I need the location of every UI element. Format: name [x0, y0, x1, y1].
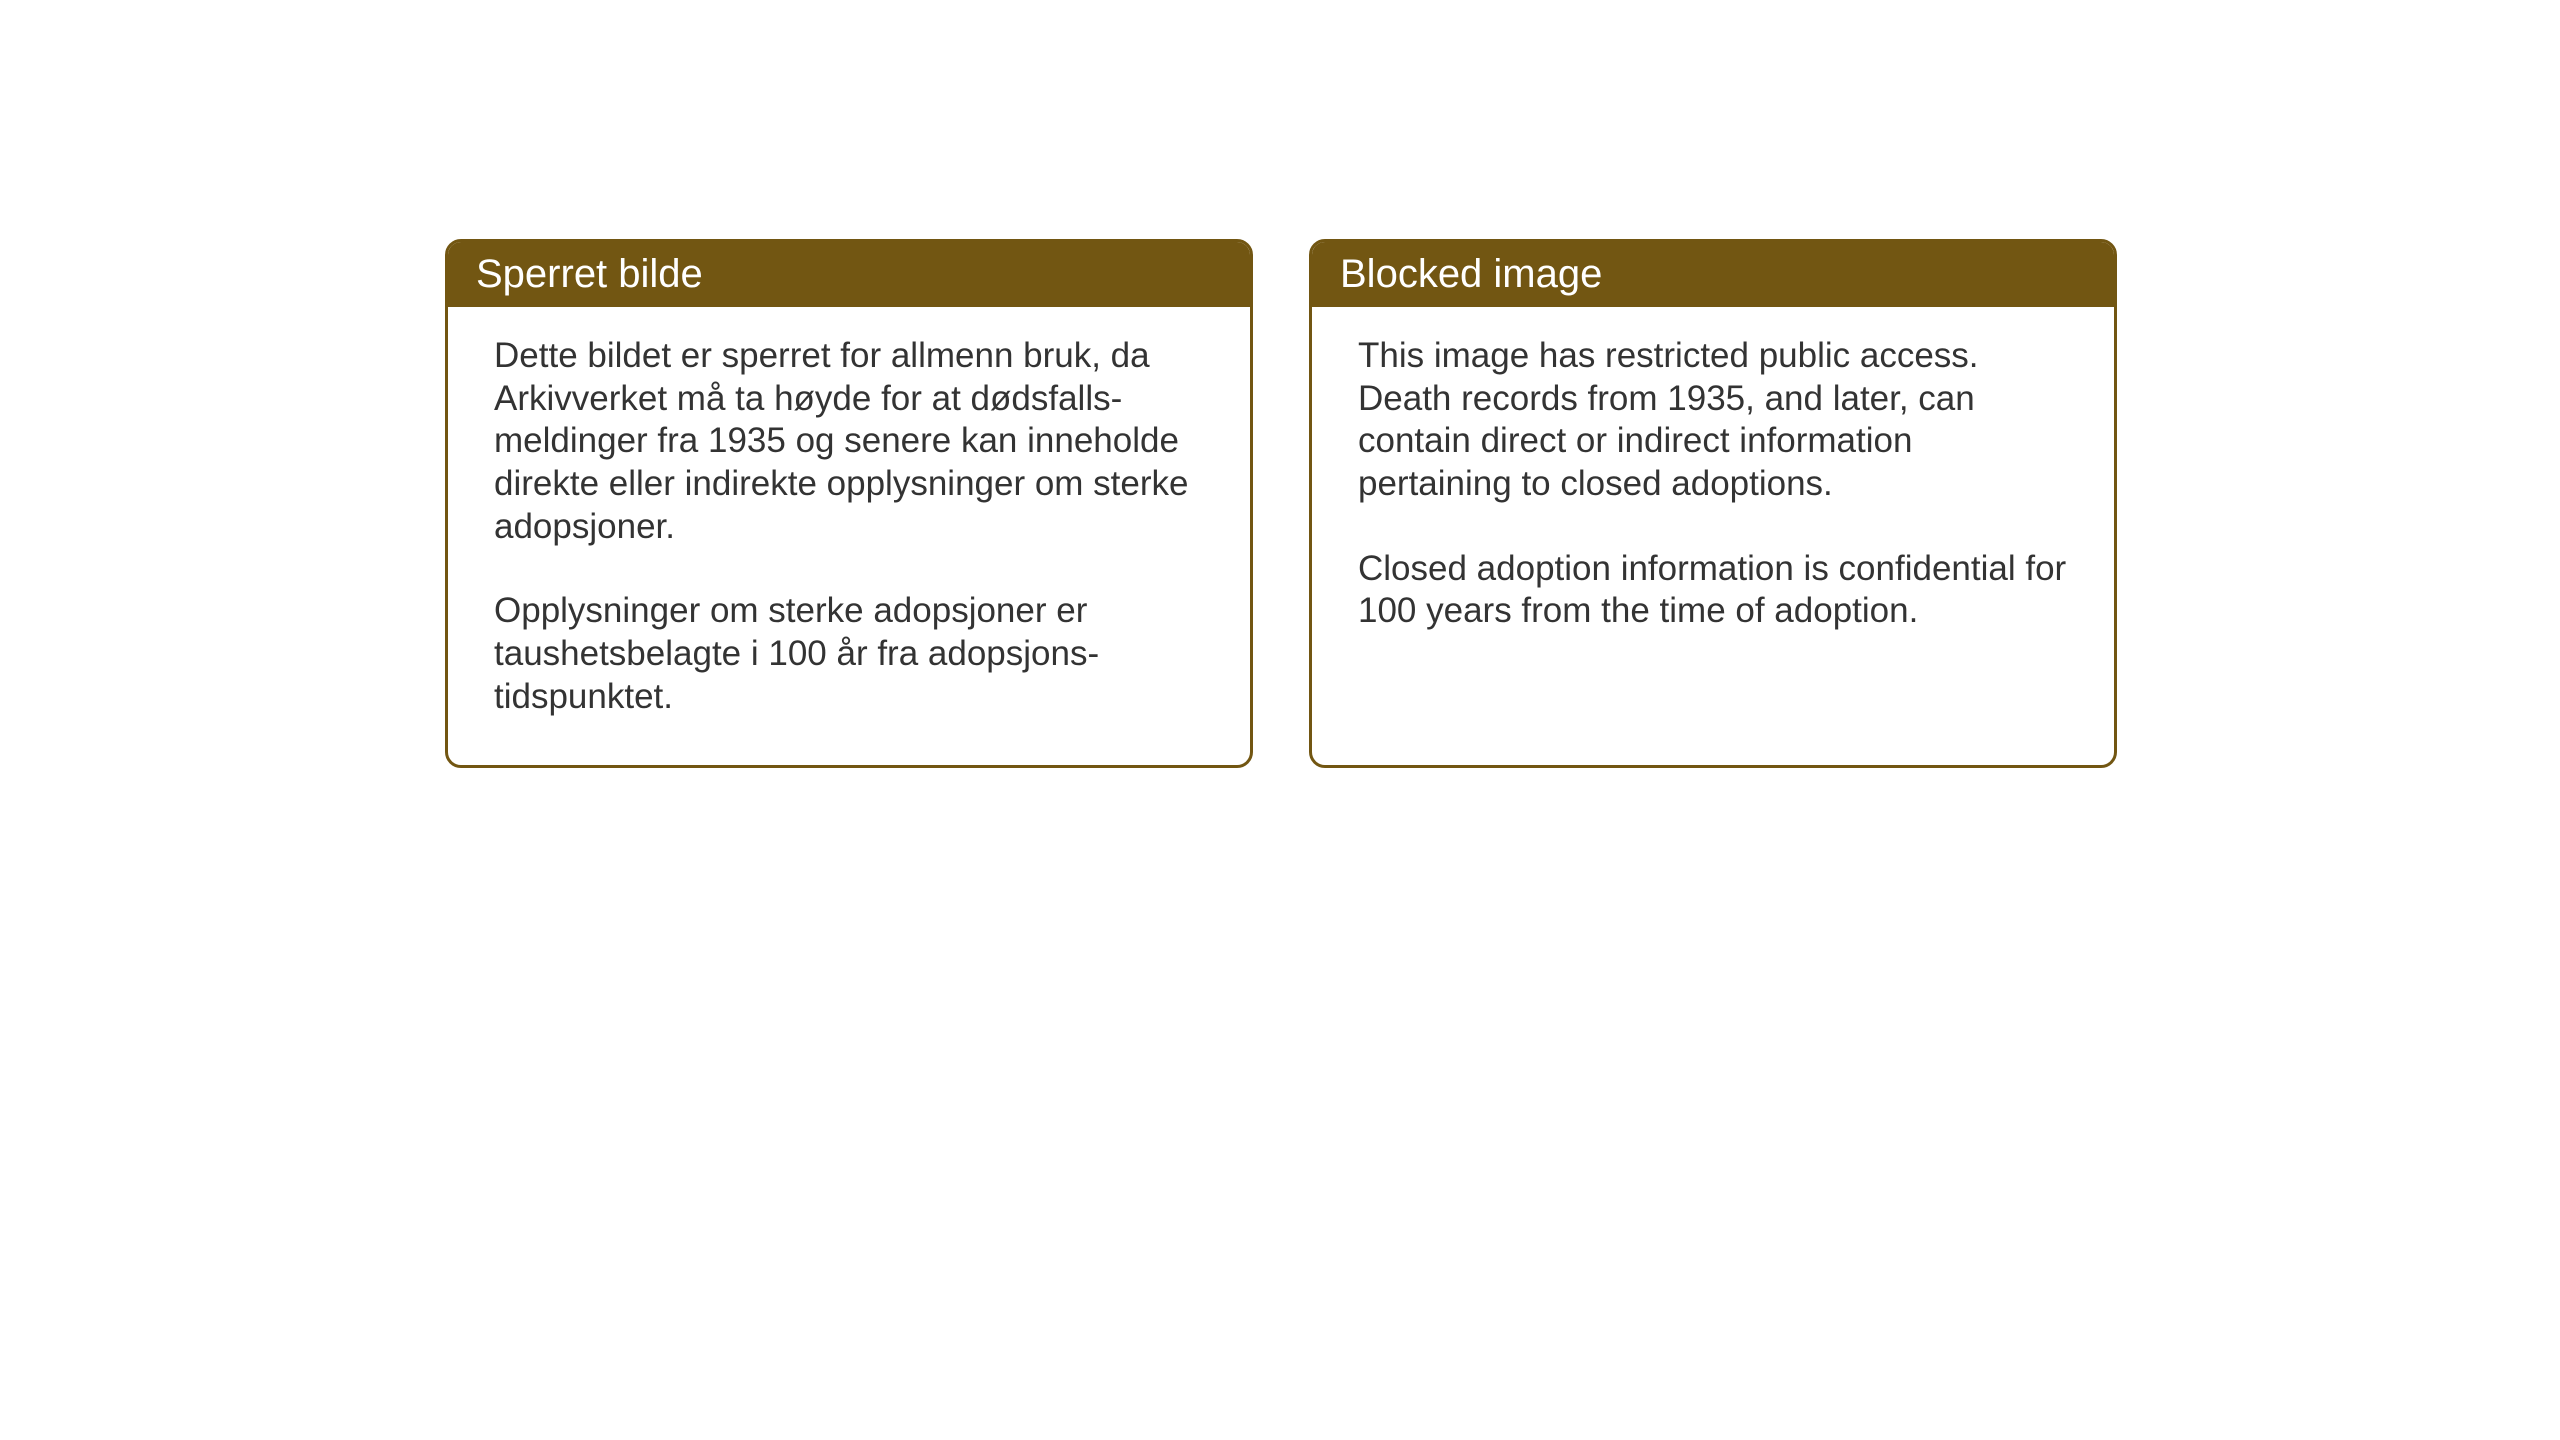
notice-paragraph-2-norwegian: Opplysninger om sterke adopsjoner er tau… [494, 590, 1204, 718]
notice-paragraph-2-english: Closed adoption information is confident… [1358, 548, 2068, 633]
notice-paragraph-1-norwegian: Dette bildet er sperret for allmenn bruk… [494, 335, 1204, 548]
notice-box-english: Blocked image This image has restricted … [1309, 239, 2117, 768]
notice-container: Sperret bilde Dette bildet er sperret fo… [445, 239, 2117, 768]
notice-title-english: Blocked image [1340, 252, 1602, 296]
notice-header-english: Blocked image [1312, 242, 2114, 307]
notice-title-norwegian: Sperret bilde [476, 252, 703, 296]
notice-body-norwegian: Dette bildet er sperret for allmenn bruk… [448, 307, 1250, 765]
notice-box-norwegian: Sperret bilde Dette bildet er sperret fo… [445, 239, 1253, 768]
notice-body-english: This image has restricted public access.… [1312, 307, 2114, 747]
notice-paragraph-1-english: This image has restricted public access.… [1358, 335, 2068, 506]
notice-header-norwegian: Sperret bilde [448, 242, 1250, 307]
